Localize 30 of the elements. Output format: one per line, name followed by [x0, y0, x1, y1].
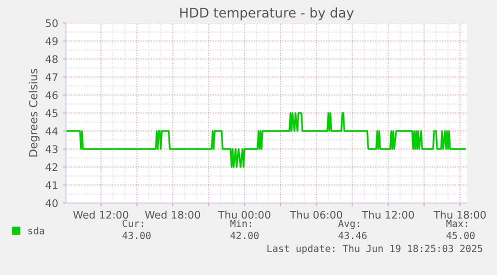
x-tick-label: Wed 18:00 [145, 210, 200, 219]
x-tick-label: Thu 06:00 [290, 210, 342, 219]
x-tick-label: Thu 00:00 [218, 210, 270, 219]
text: Min: [230, 220, 252, 227]
y-tick-label: 42 [46, 163, 58, 171]
text: 45.00 [446, 232, 475, 240]
y-tick-label: 50 [46, 19, 58, 28]
y-tick-label: 49 [46, 37, 58, 46]
x-tick-label: Thu 12:00 [362, 210, 414, 219]
chart-title: HDD temperature - by day [180, 7, 354, 20]
text: Cur: [122, 220, 144, 228]
text: Avg: [338, 220, 360, 230]
text: 43.46 [338, 232, 367, 240]
y-axis-title: Degrees Celsius [28, 68, 40, 156]
y-tick-label: 44 [46, 127, 58, 135]
text: Max: [446, 220, 468, 228]
y-tick-label: 43 [46, 145, 58, 154]
x-tick-label: Wed 12:00 [73, 210, 128, 219]
text: Last update: Thu Jun 19 18:25:03 2025 [267, 244, 482, 254]
x-tick-label: Thu 18:00 [434, 210, 486, 219]
text: 43.00 [122, 232, 151, 240]
y-tick-label: 45 [46, 109, 58, 118]
y-tick-label: 47 [46, 73, 58, 81]
y-tick-label: 48 [46, 55, 58, 64]
legend-label: sda [28, 226, 44, 234]
y-tick-label: 46 [46, 91, 58, 100]
y-tick-label: 41 [46, 181, 58, 189]
text: 42.00 [230, 232, 259, 240]
y-tick-label: 40 [46, 199, 58, 208]
line-series [66, 112, 466, 168]
